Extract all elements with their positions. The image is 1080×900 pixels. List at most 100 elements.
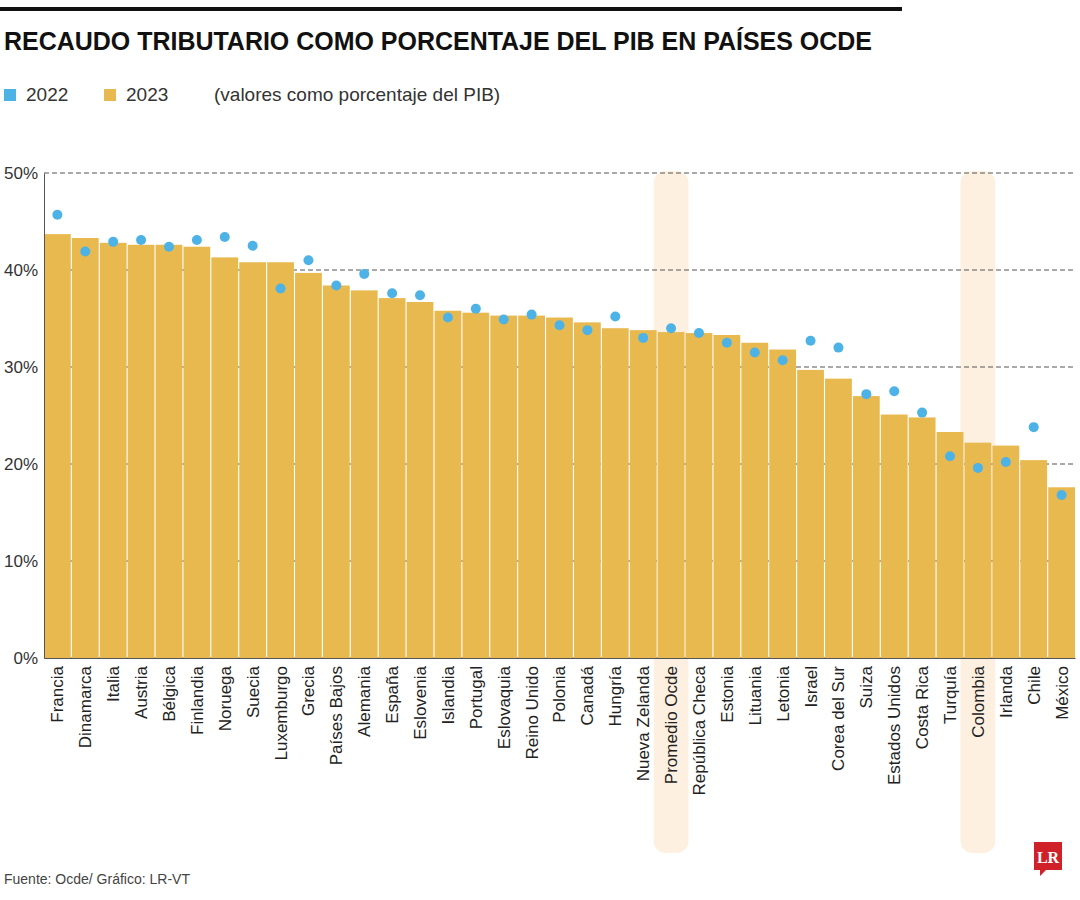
x-tick-label: Italia [104,665,123,701]
bar [323,286,350,658]
x-tick-label: Suecia [244,665,263,718]
source: Fuente: Ocde/ Gráfico: LR-VT [4,871,190,887]
y-tick-label: 0% [13,649,38,668]
x-tick-label: Estados Unidos [885,666,904,785]
bar [992,446,1019,658]
point [471,304,481,314]
point [610,312,620,322]
x-tick-label: Países Bajos [327,666,346,765]
point [415,290,425,300]
x-tick: Polonia [550,658,569,723]
highlight-band [654,171,689,853]
point [387,288,397,298]
point [248,241,258,251]
bar [351,290,378,658]
bar [407,302,434,658]
x-tick: Grecia [299,658,318,716]
x-tick: España [383,658,402,724]
bar [937,432,964,658]
x-tick-label: Costa Rica [913,665,932,749]
legend-label: 2023 [126,84,168,105]
top-rule [0,7,902,11]
x-tick: Costa Rica [913,658,932,749]
x-tick-label: Alemania [355,665,374,736]
bar [518,316,545,658]
point [722,338,732,348]
point [136,235,146,245]
point [527,310,537,320]
point [973,463,983,473]
y-tick: 30% [4,358,44,377]
x-tick-label: Finlandia [188,665,207,735]
x-axis-line [45,658,1076,659]
x-tick-label: Turquía [941,665,960,724]
x-tick: Eslovaquia [495,658,514,749]
y-tick-label: 10% [4,552,38,571]
x-tick: Lituania [746,658,765,726]
point [192,235,202,245]
point [694,328,704,338]
bars [44,234,1075,658]
bar [797,370,824,658]
bar [211,257,238,658]
x-tick-label: Francia [48,665,67,722]
x-tick: Canadá [578,658,597,726]
legend-item: 2022 [4,84,68,105]
subtitle: (valores como porcentaje del PIB) [214,84,500,105]
point [1029,422,1039,432]
bar [72,238,99,658]
bar [658,332,685,658]
x-tick: Italia [104,658,123,702]
x-tick: Chile [1025,658,1044,705]
x-tick-label: Promedio Ocde [662,666,681,784]
bar [853,396,880,658]
x-axis: FranciaDinamarcaItaliaAustriaBélgicaFinl… [45,658,1076,795]
bar [100,243,127,658]
x-tick-label: Corea del Sur [829,666,848,771]
point [917,408,927,418]
bar [239,262,266,658]
bar [769,350,796,658]
x-tick: Turquía [941,658,960,724]
plot-area [44,210,1075,658]
x-tick-label: Nueva Zelanda [634,665,653,781]
x-tick: Alemania [355,658,374,737]
point [164,242,174,252]
bar [602,328,629,658]
y-tick-label: 20% [4,455,38,474]
x-tick-label: Eslovenia [411,665,430,739]
bar [462,313,489,658]
x-tick: Noruega [216,658,235,731]
x-tick-label: Israel [802,666,821,708]
x-tick-label: Suiza [857,665,876,708]
x-tick-label: Estonia [718,665,737,722]
x-tick: Reino Unido [523,658,542,760]
legend-swatch [104,89,116,101]
x-tick-label: Noruega [216,665,235,731]
x-tick-label: Colombia [969,665,988,737]
bar [1048,487,1075,658]
x-tick: Eslovenia [411,658,430,740]
legend-item: 2023 [104,84,168,105]
y-axis: 0%10%20%30%40%50% [4,164,45,668]
y-tick-label: 40% [4,261,38,280]
x-tick-label: Dinamarca [76,665,95,748]
point [443,313,453,323]
x-tick: Islandia [439,658,458,725]
logo-text: LR [1037,849,1060,866]
x-tick: Promedio Ocde [662,658,681,784]
y-tick-label: 30% [4,358,38,377]
bar [295,273,322,658]
x-tick: Letonia [774,658,793,722]
point [889,386,899,396]
grid [44,173,1075,658]
x-tick: Luxemburgo [271,658,290,761]
x-tick: Estonia [718,658,737,723]
x-tick: Israel [802,658,821,708]
point [52,210,62,220]
x-tick-label: Reino Unido [523,666,542,760]
bar [267,262,294,658]
bar [741,343,768,658]
point [276,283,286,293]
x-tick: Austria [132,658,151,719]
